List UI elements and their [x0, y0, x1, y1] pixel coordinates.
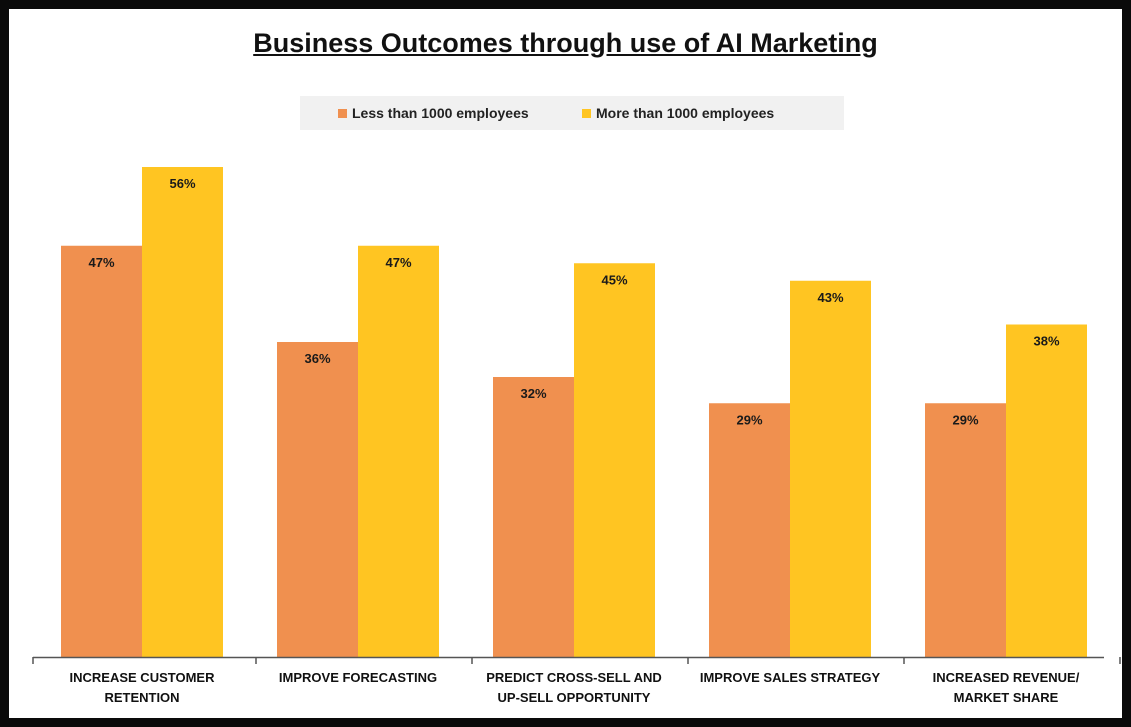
data-label-less-than-1000-4: 29% [952, 412, 978, 427]
category-label-line: INCREASED REVENUE/ [932, 670, 1080, 685]
bar-less-than-1000-1 [277, 342, 358, 657]
category-label-line: PREDICT CROSS-SELL AND [486, 670, 662, 685]
chart-legend: Less than 1000 employees More than 1000 … [300, 96, 844, 130]
data-label-less-than-1000-0: 47% [88, 255, 114, 270]
category-label-4: INCREASED REVENUE/MARKET SHARE [906, 668, 1106, 708]
category-label-0: INCREASE CUSTOMER RETENTION [42, 668, 242, 708]
data-label-more-than-1000-4: 38% [1033, 334, 1059, 349]
data-label-more-than-1000-2: 45% [601, 272, 627, 287]
legend-item-more-than-1000: More than 1000 employees [582, 96, 774, 130]
legend-label-less-than-1000: Less than 1000 employees [352, 105, 529, 121]
chart-title: Business Outcomes through use of AI Mark… [253, 28, 878, 58]
data-label-less-than-1000-2: 32% [520, 386, 546, 401]
legend-swatch-less-than-1000 [338, 109, 347, 118]
bar-more-than-1000-4 [1006, 324, 1087, 657]
bar-less-than-1000-3 [709, 403, 790, 657]
bar-more-than-1000-2 [574, 263, 655, 657]
category-label-2: PREDICT CROSS-SELL AND UP-SELL OPPORTUNIT… [474, 668, 674, 708]
category-label-1: IMPROVE FORECASTING [258, 668, 458, 688]
legend-label-more-than-1000: More than 1000 employees [596, 105, 775, 121]
category-label-line: RETENTION [104, 690, 180, 705]
bar-more-than-1000-0 [142, 167, 223, 657]
bar-more-than-1000-1 [358, 245, 439, 657]
category-label-line: UP-SELL OPPORTUNITY [497, 690, 651, 705]
category-label-line: IMPROVE SALES STRATEGY [699, 670, 881, 685]
category-label-line: IMPROVE FORECASTING [278, 670, 438, 685]
data-label-more-than-1000-1: 47% [385, 255, 411, 270]
category-label-3: IMPROVE SALES STRATEGY [690, 668, 890, 688]
category-label-line: INCREASE CUSTOMER [69, 670, 215, 685]
bar-less-than-1000-0 [61, 245, 142, 657]
data-label-less-than-1000-3: 29% [736, 412, 762, 427]
data-label-more-than-1000-0: 56% [169, 176, 195, 191]
bar-more-than-1000-3 [790, 280, 871, 657]
data-label-more-than-1000-3: 43% [817, 290, 843, 305]
data-label-less-than-1000-1: 36% [304, 351, 330, 366]
legend-item-less-than-1000: Less than 1000 employees [338, 96, 529, 130]
legend-swatch-more-than-1000 [582, 109, 591, 118]
bar-less-than-1000-4 [925, 403, 1006, 657]
bar-less-than-1000-2 [493, 377, 574, 657]
category-label-line: MARKET SHARE [953, 690, 1059, 705]
